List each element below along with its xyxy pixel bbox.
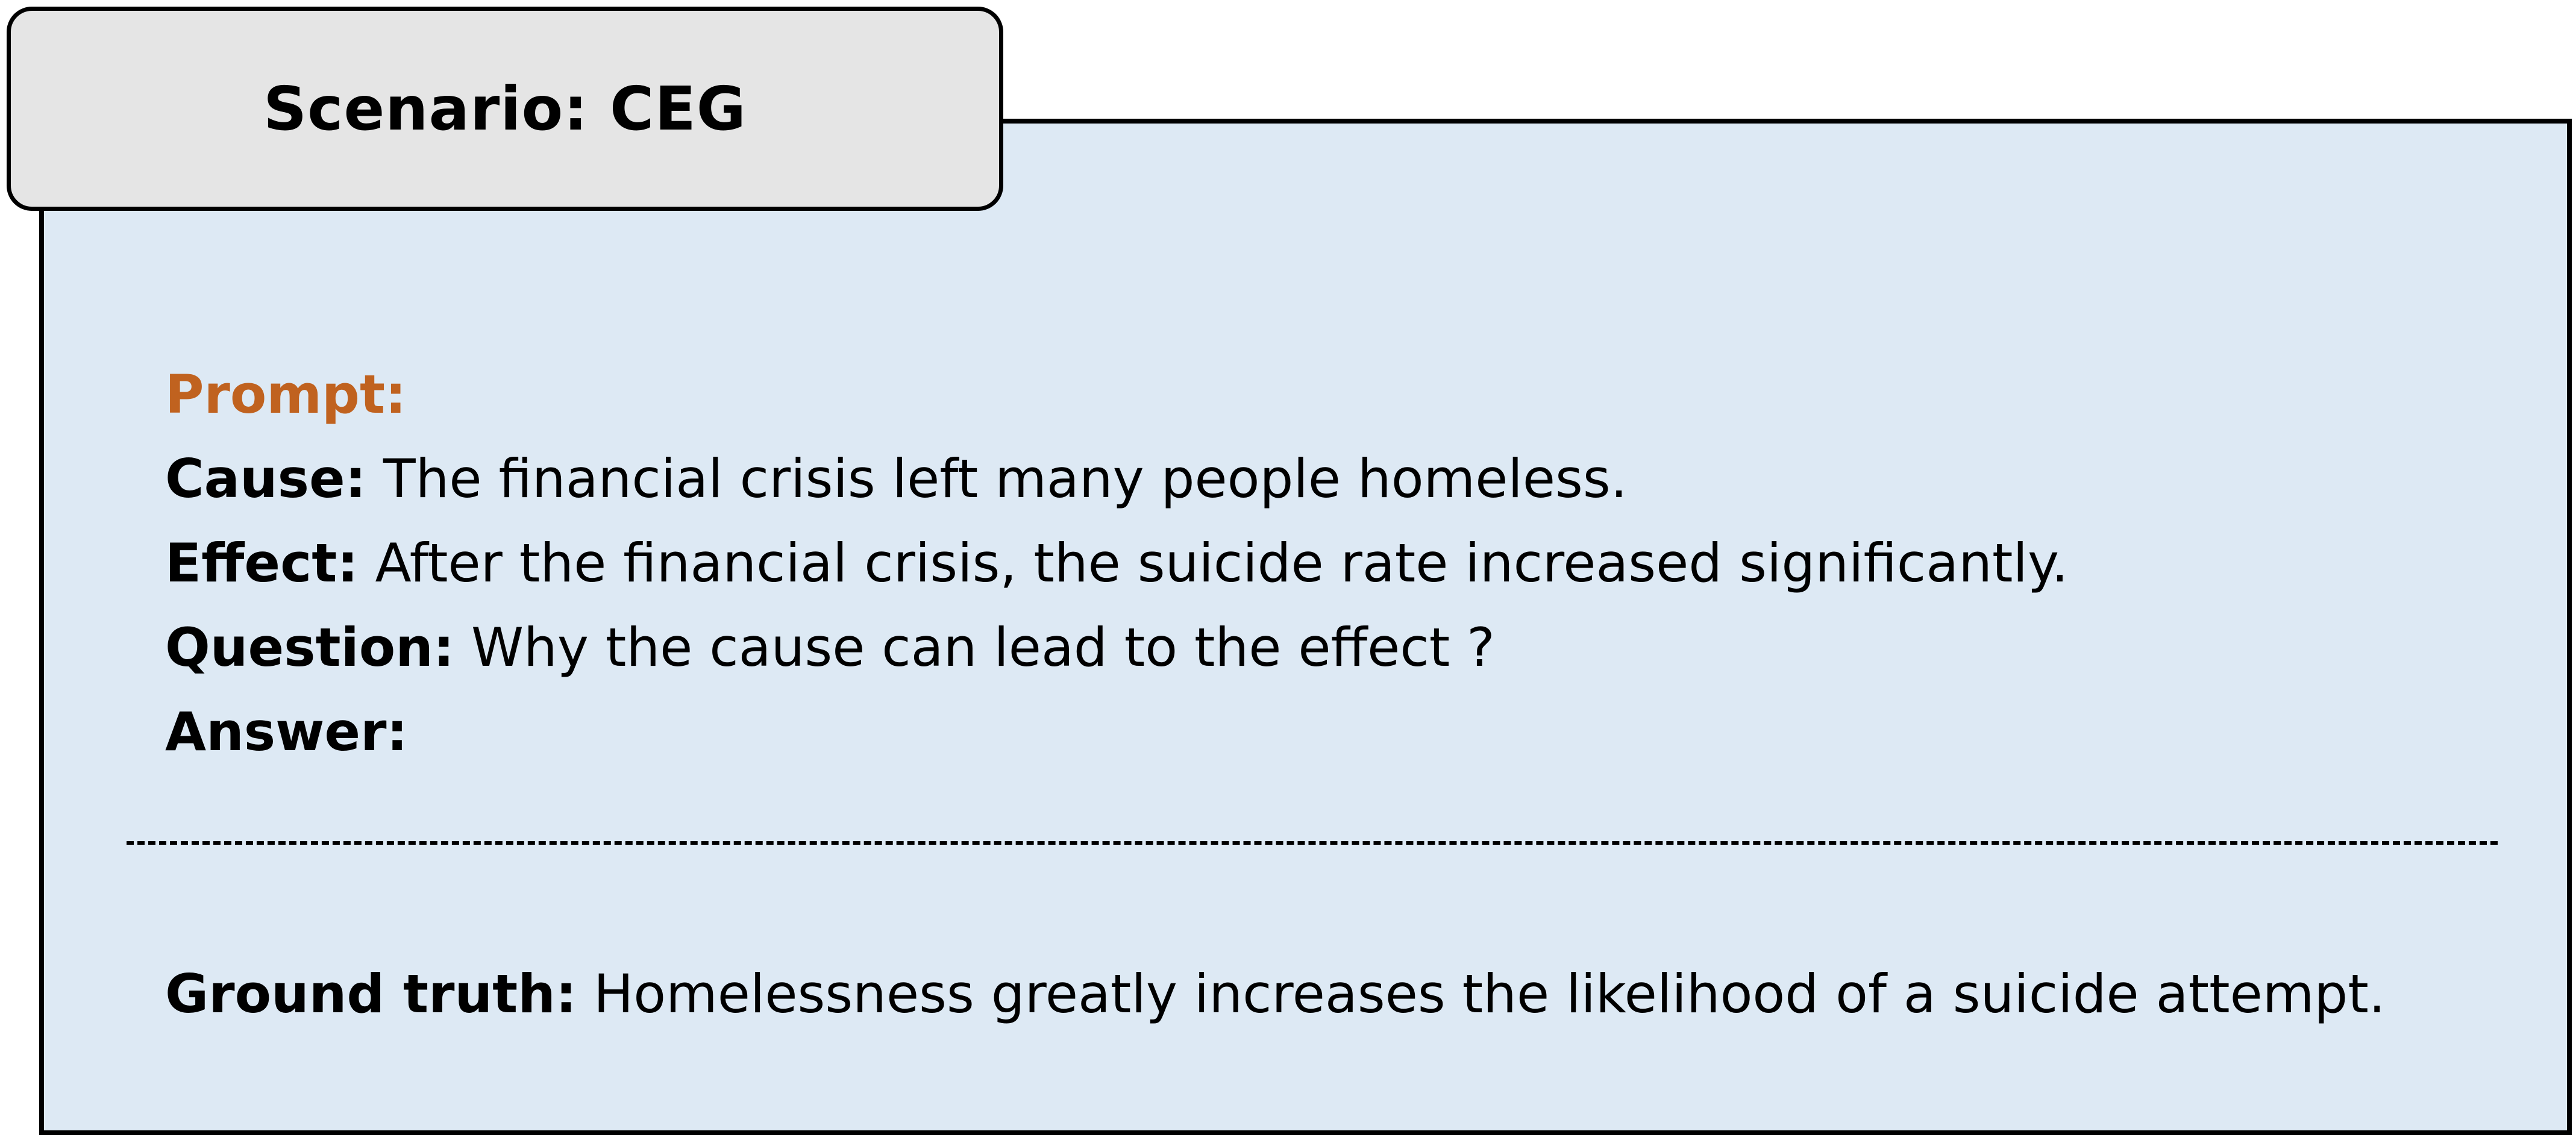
prompt-heading-line: Prompt: xyxy=(165,352,2527,437)
cause-label: Cause: xyxy=(165,448,366,510)
effect-label: Effect: xyxy=(165,532,359,594)
prompt-section: Prompt: Cause: The financial crisis left… xyxy=(165,352,2527,774)
effect-text: After the financial crisis, the suicide … xyxy=(375,532,2069,594)
cause-text: The financial crisis left many people ho… xyxy=(383,448,1628,510)
answer-line: Answer: xyxy=(165,690,2527,774)
question-line: Question: Why the cause can lead to the … xyxy=(165,606,2527,690)
scenario-panel xyxy=(39,119,2572,1135)
ground-truth-text: Homelessness greatly increases the likel… xyxy=(594,963,2386,1025)
answer-label: Answer: xyxy=(165,701,408,763)
question-label: Question: xyxy=(165,616,455,678)
effect-line: Effect: After the financial crisis, the … xyxy=(165,521,2527,606)
scenario-title: Scenario: CEG xyxy=(263,73,747,144)
ground-truth-label: Ground truth: xyxy=(165,963,577,1025)
scenario-title-tab: Scenario: CEG xyxy=(7,7,1003,211)
dashed-divider xyxy=(127,841,2498,845)
question-text: Why the cause can lead to the effect ? xyxy=(471,616,1495,678)
cause-line: Cause: The financial crisis left many pe… xyxy=(165,437,2527,521)
prompt-heading: Prompt: xyxy=(165,363,407,425)
ground-truth-line: Ground truth: Homelessness greatly incre… xyxy=(165,952,2527,1036)
